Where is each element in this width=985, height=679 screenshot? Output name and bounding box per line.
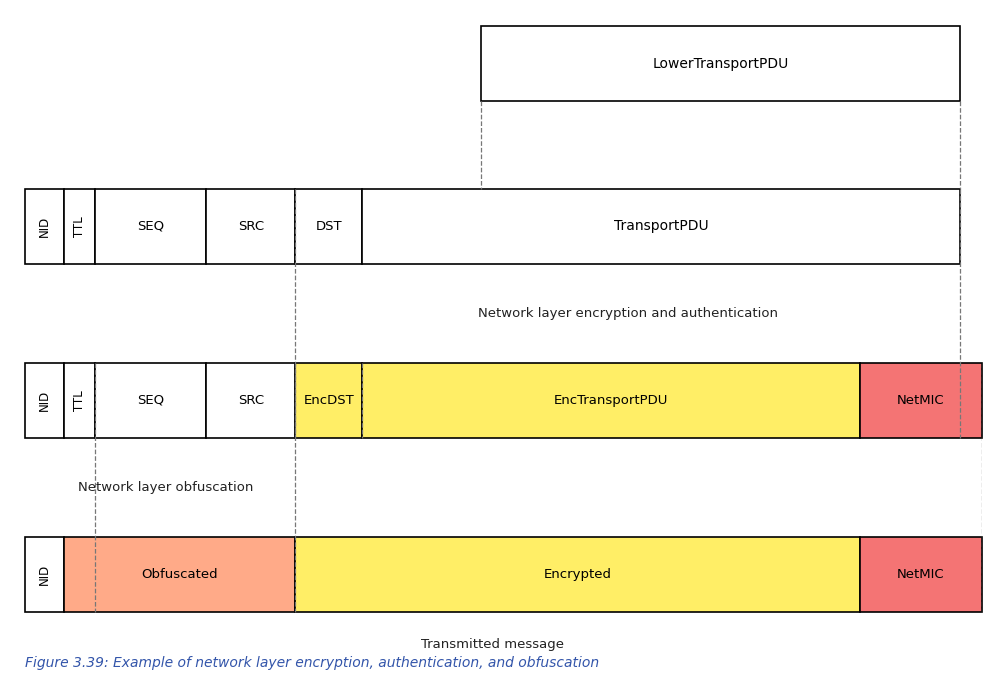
- Bar: [64, 363, 96, 438]
- Bar: [482, 26, 960, 101]
- Text: TTL: TTL: [73, 390, 86, 411]
- Bar: [96, 189, 207, 264]
- Bar: [96, 363, 207, 438]
- Text: SEQ: SEQ: [137, 394, 164, 407]
- Bar: [362, 189, 960, 264]
- Text: NID: NID: [38, 564, 51, 585]
- Bar: [362, 363, 860, 438]
- Text: Figure 3.39: Example of network layer encryption, authentication, and obfuscatio: Figure 3.39: Example of network layer en…: [25, 657, 599, 670]
- Text: EncTransportPDU: EncTransportPDU: [554, 394, 668, 407]
- Text: SEQ: SEQ: [137, 220, 164, 233]
- Bar: [296, 537, 860, 612]
- Text: SRC: SRC: [238, 220, 264, 233]
- Text: NetMIC: NetMIC: [897, 568, 945, 581]
- Bar: [860, 537, 982, 612]
- Bar: [64, 537, 296, 612]
- Text: TransportPDU: TransportPDU: [614, 219, 708, 234]
- Bar: [207, 363, 296, 438]
- Text: TTL: TTL: [73, 216, 86, 237]
- Bar: [25, 189, 64, 264]
- Bar: [860, 363, 982, 438]
- Text: LowerTransportPDU: LowerTransportPDU: [652, 57, 789, 71]
- Text: Encrypted: Encrypted: [544, 568, 612, 581]
- Text: NetMIC: NetMIC: [897, 394, 945, 407]
- Bar: [207, 189, 296, 264]
- Text: Transmitted message: Transmitted message: [421, 638, 564, 651]
- Text: Network layer obfuscation: Network layer obfuscation: [78, 481, 253, 494]
- Bar: [296, 189, 362, 264]
- Text: Network layer encryption and authentication: Network layer encryption and authenticat…: [478, 307, 778, 320]
- Bar: [64, 189, 96, 264]
- Bar: [25, 537, 64, 612]
- Text: Obfuscated: Obfuscated: [142, 568, 218, 581]
- Text: NID: NID: [38, 216, 51, 237]
- Bar: [25, 363, 64, 438]
- Bar: [296, 363, 362, 438]
- Text: NID: NID: [38, 390, 51, 411]
- Text: SRC: SRC: [238, 394, 264, 407]
- Text: EncDST: EncDST: [303, 394, 355, 407]
- Text: DST: DST: [315, 220, 342, 233]
